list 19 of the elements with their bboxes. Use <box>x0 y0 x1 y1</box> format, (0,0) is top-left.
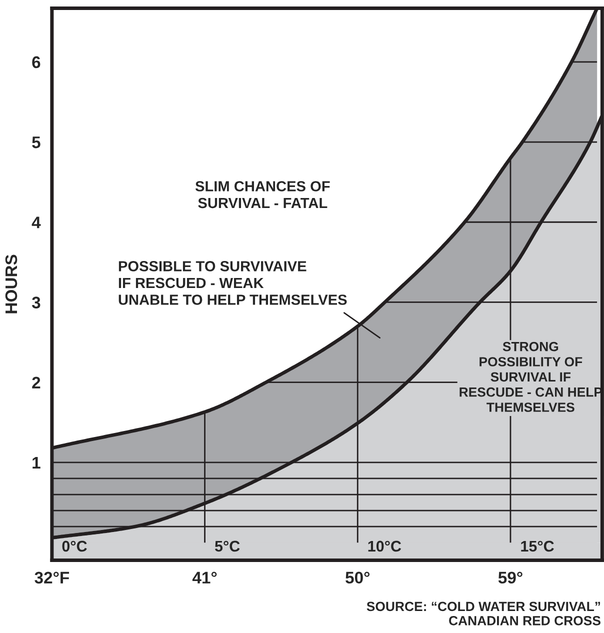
annotation: SLIM CHANCES OF SURVIVAL - FATAL <box>195 181 330 208</box>
annotation: STRONG POSSIBILITY OF SURVIVAL IF RESCUDE - CAN HELP THEMSELVES <box>460 342 602 412</box>
x-tick-label: 50° <box>346 572 370 584</box>
annotation: 0°C <box>62 540 87 552</box>
annotation: 5°C <box>214 540 240 552</box>
y-tick-label: 5 <box>32 136 40 148</box>
x-tick-label: 59° <box>498 572 522 584</box>
y-tick-label: 6 <box>32 56 40 68</box>
y-axis-title: HOURS <box>5 254 18 314</box>
x-tick-label: 32°F <box>34 572 70 584</box>
y-tick-label: 3 <box>32 296 40 308</box>
y-tick-label: 4 <box>32 216 41 228</box>
annotation: 15°C <box>521 540 554 552</box>
y-tick-label: 2 <box>32 376 40 388</box>
source-note: SOURCE: “COLD WATER SURVIVAL” CANADIAN RED CROSS <box>366 602 600 626</box>
annotation: 10°C <box>368 540 402 552</box>
x-tick-label: 41° <box>192 572 217 584</box>
annotation: POSSIBLE TO SURVIVAIVE IF RESCUED - WEAK UNABLE TO HELP THEMSELVES <box>118 261 347 305</box>
y-tick-label: 1 <box>32 457 40 469</box>
